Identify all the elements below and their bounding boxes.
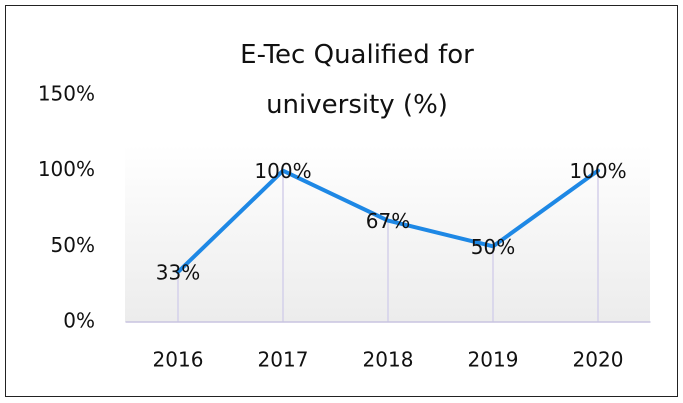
x-tick-label: 2020 <box>573 348 624 372</box>
y-tick-label: 0% <box>63 309 95 333</box>
chart-title: E-Tec Qualified for university (%) <box>240 40 474 120</box>
x-tick-label: 2018 <box>363 348 414 372</box>
data-label: 100% <box>254 159 311 183</box>
x-tick-label: 2017 <box>258 348 309 372</box>
x-tick-label: 2016 <box>153 348 204 372</box>
y-tick-label: 150% <box>38 82 95 106</box>
data-label: 100% <box>569 159 626 183</box>
y-tick-label: 50% <box>51 233 95 257</box>
data-line <box>176 168 600 275</box>
y-tick-label: 100% <box>38 157 95 181</box>
data-label: 50% <box>471 235 515 259</box>
x-tick-label: 2019 <box>468 348 519 372</box>
data-label: 33% <box>156 261 200 285</box>
data-label: 67% <box>366 209 410 233</box>
